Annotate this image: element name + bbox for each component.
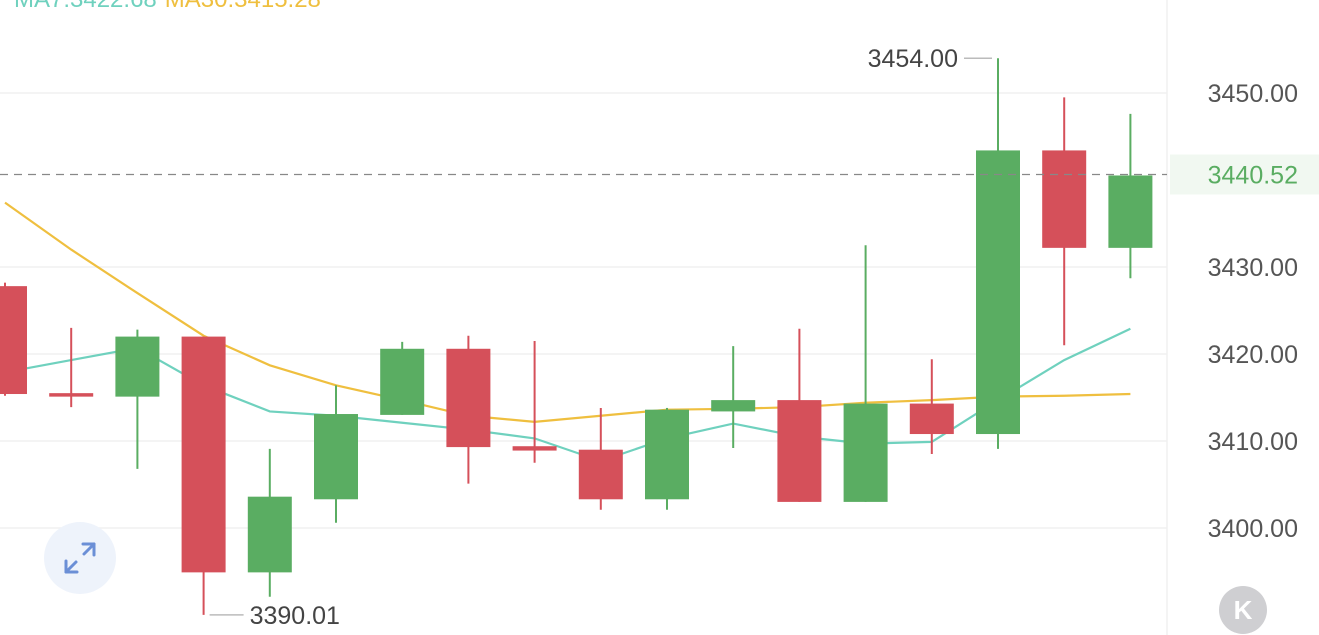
candle [645, 407, 689, 510]
y-tick-label: 3430.00 [1208, 254, 1298, 282]
candle-body [843, 403, 888, 502]
k-label: K [1233, 594, 1253, 625]
candle-body [446, 348, 491, 448]
candle [909, 359, 954, 455]
candle-body [181, 336, 226, 573]
candle [711, 346, 756, 448]
candle-body [1042, 150, 1087, 248]
candle [181, 336, 226, 615]
candle [843, 245, 888, 502]
candle [49, 327, 94, 408]
k-line-button[interactable]: K [1219, 586, 1267, 634]
y-tick-label: 3400.00 [1208, 515, 1298, 543]
candle-body [380, 348, 425, 415]
candle-body [976, 150, 1020, 435]
candle [115, 329, 160, 469]
candle [247, 448, 292, 597]
candle [777, 328, 822, 502]
y-tick-label: 3420.00 [1208, 341, 1298, 369]
y-tick-label: 3450.00 [1208, 80, 1298, 108]
current-price-tag [1170, 154, 1319, 195]
candle [1042, 97, 1087, 346]
candle [512, 340, 557, 463]
candle [578, 407, 623, 510]
candle-body [711, 400, 756, 412]
y-tick-label: 3410.00 [1208, 428, 1298, 456]
ma-legend: MA7:3422.68 MA30:3415.28 [14, 0, 329, 14]
ma30-line [4, 201, 1131, 423]
candle-body [777, 400, 822, 502]
candle-body [645, 409, 689, 500]
candle-body [49, 393, 94, 397]
candle [446, 335, 491, 484]
high-price-label: 3454.00 [868, 45, 958, 73]
expand-chart-button[interactable] [44, 522, 116, 594]
candle [0, 282, 27, 396]
candle-body [247, 496, 292, 573]
expand-arrows-icon [64, 542, 96, 574]
candle [380, 341, 425, 415]
candle-body [1108, 175, 1153, 248]
ma30-label: MA30:3415.28 [165, 0, 321, 13]
candle-body [512, 446, 557, 451]
ma7-label: MA7:3422.68 [14, 0, 157, 13]
candle-body [0, 286, 27, 395]
candle-body [314, 414, 358, 500]
candle-body [909, 403, 954, 435]
current-price-label: 3440.52 [1208, 161, 1298, 189]
candle [1108, 113, 1153, 279]
candle-body [115, 336, 160, 397]
candle [976, 58, 1020, 449]
candle-body [578, 449, 623, 500]
low-price-label: 3390.01 [250, 602, 340, 630]
candle [314, 385, 358, 523]
